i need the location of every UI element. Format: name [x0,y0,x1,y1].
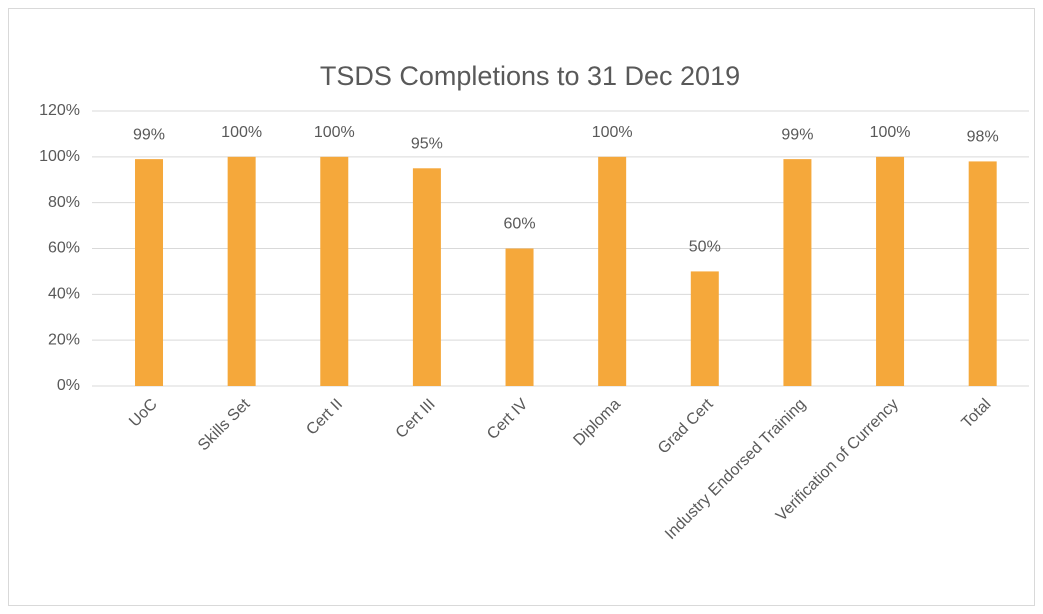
y-tick-label: 20% [48,331,80,348]
data-label: 50% [689,239,721,256]
y-tick-label: 80% [48,194,80,211]
chart-title: TSDS Completions to 31 Dec 2019 [320,61,740,91]
bar [876,156,905,386]
data-label: 99% [133,126,165,143]
data-label: 100% [314,124,355,141]
bar [135,159,164,386]
bar [598,156,627,386]
data-label: 95% [411,136,443,153]
y-tick-label: 120% [39,102,80,119]
bar [690,271,719,386]
bar [783,159,812,386]
bar [505,248,534,386]
data-label: 99% [781,126,813,143]
y-tick-label: 100% [39,148,80,165]
data-label: 100% [592,124,633,141]
bar [227,156,256,386]
y-tick-label: 40% [48,286,80,303]
bar [968,161,997,386]
data-label: 100% [221,124,262,141]
y-tick-label: 60% [48,240,80,257]
y-tick-label: 0% [57,377,80,394]
data-label: 60% [504,216,536,233]
bar [320,156,349,386]
bar [412,168,441,386]
data-label: 100% [870,124,911,141]
data-label: 98% [967,129,999,146]
